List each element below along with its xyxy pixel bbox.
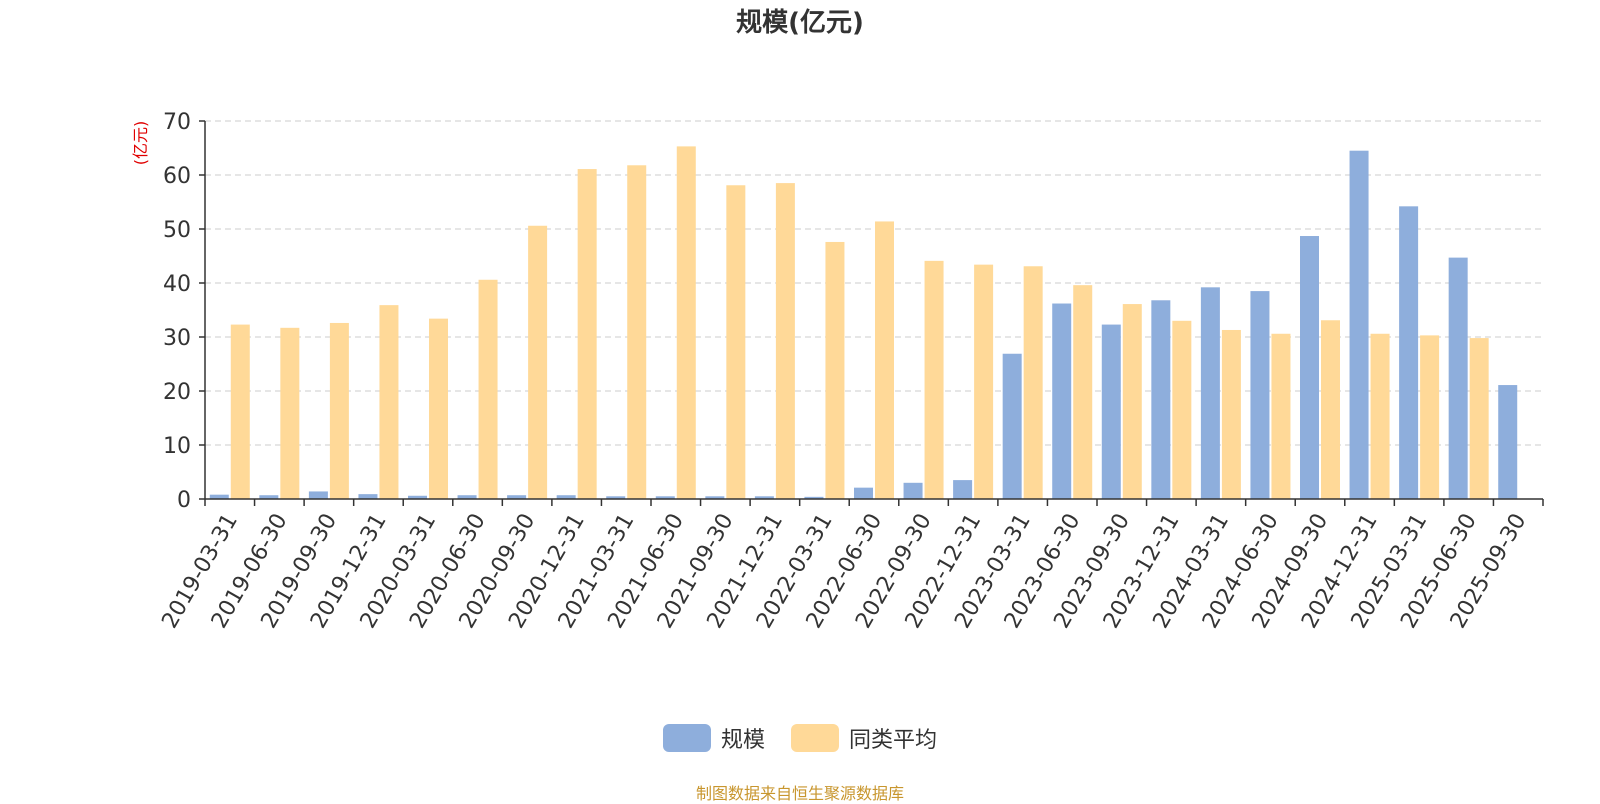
bar-peer-average — [429, 318, 448, 499]
y-tick-label: 50 — [163, 218, 191, 243]
bar-peer-average — [676, 146, 696, 499]
bar-scale — [507, 495, 527, 499]
bar-scale — [1498, 385, 1518, 499]
bar-peer-average — [974, 264, 994, 499]
bar-scale — [854, 487, 873, 499]
bar-scale — [1002, 353, 1022, 499]
bar-scale — [308, 491, 328, 499]
bar-peer-average — [1321, 320, 1340, 499]
bar-scale — [606, 496, 626, 499]
bar-scale — [1448, 257, 1468, 499]
grid-lines — [205, 120, 1543, 446]
chart-title: 规模(亿元) — [736, 8, 864, 38]
bar-scale — [804, 496, 824, 499]
bar-scale — [209, 494, 229, 499]
bar-peer-average — [1023, 266, 1043, 499]
bar-scale — [705, 496, 725, 499]
bar-peer-average — [627, 165, 647, 499]
bar-scale — [1349, 150, 1369, 499]
legend-label-peer-average: 同类平均 — [849, 728, 938, 753]
y-tick-label: 30 — [163, 326, 191, 351]
bar-scale — [754, 496, 774, 499]
bar-peer-average — [1271, 333, 1291, 499]
bar-scale — [1200, 287, 1220, 499]
y-tick-label: 10 — [163, 434, 191, 459]
legend-label-scale: 规模 — [720, 728, 765, 753]
bar-peer-average — [1122, 304, 1142, 499]
bars — [209, 146, 1518, 499]
bar-scale — [556, 495, 576, 499]
bar-peer-average — [1172, 320, 1192, 499]
bar-scale — [1151, 300, 1171, 499]
legend-item-scale[interactable]: 规模 — [662, 722, 765, 754]
legend: 规模 同类平均 — [0, 722, 1600, 754]
bar-scale — [358, 494, 378, 499]
bar-peer-average — [775, 183, 795, 499]
bar-scale — [953, 480, 973, 499]
bar-peer-average — [1370, 333, 1390, 499]
bar-scale — [1300, 236, 1319, 499]
bar-scale — [457, 495, 477, 499]
y-axis-label: (亿元) — [131, 121, 150, 166]
bar-scale — [259, 495, 279, 499]
bar-peer-average — [875, 221, 894, 499]
y-tick-label: 60 — [163, 164, 191, 189]
bar-peer-average — [726, 185, 746, 499]
bar-scale — [903, 482, 923, 499]
bar-peer-average — [230, 324, 250, 499]
bar-peer-average — [1469, 338, 1489, 499]
bar-scale — [1101, 324, 1121, 499]
y-tick-label: 40 — [163, 272, 191, 297]
bar-scale — [1399, 206, 1419, 499]
y-tick-label: 0 — [177, 488, 191, 513]
bar-peer-average — [528, 225, 548, 499]
bar-peer-average — [1073, 285, 1093, 499]
bar-peer-average — [1420, 335, 1440, 499]
bar-scale — [1052, 303, 1072, 499]
bar-peer-average — [379, 305, 399, 499]
bar-peer-average — [280, 327, 300, 499]
legend-swatch-scale — [662, 724, 711, 752]
bar-peer-average — [329, 322, 349, 499]
bar-scale — [655, 496, 675, 499]
y-tick-label: 20 — [163, 380, 191, 405]
source-note: 制图数据来自恒生聚源数据库 — [695, 784, 904, 803]
bar-peer-average — [825, 241, 845, 499]
legend-item-peer-average[interactable]: 同类平均 — [791, 722, 937, 754]
y-tick-label: 70 — [163, 110, 191, 135]
bar-peer-average — [577, 169, 597, 499]
legend-swatch-peer-average — [791, 724, 839, 752]
bar-scale — [1250, 291, 1270, 499]
bar-peer-average — [924, 260, 944, 499]
bar-peer-average — [478, 279, 498, 499]
bar-scale — [408, 495, 427, 499]
bar-peer-average — [1221, 329, 1241, 499]
